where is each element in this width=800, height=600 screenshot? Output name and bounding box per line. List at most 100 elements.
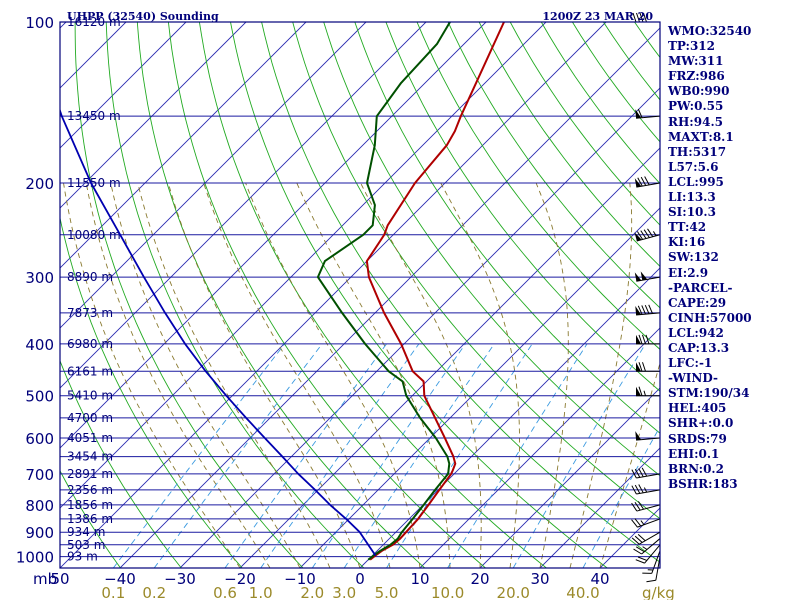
index-row: HEL:405	[668, 401, 727, 416]
wind-barb-feather	[634, 535, 643, 543]
index-row: MW:311	[668, 54, 724, 69]
height-label: 7873 m	[67, 306, 113, 320]
wind-barb	[631, 518, 661, 528]
dry-adiabat-line	[323, 22, 660, 477]
dry-adiabat-line	[60, 359, 182, 568]
wind-barb-feather	[634, 468, 641, 478]
height-label: 4700 m	[67, 411, 113, 425]
isotherm-line	[0, 22, 6, 568]
index-row: EHI:0.1	[668, 446, 720, 461]
isotherm-line	[60, 22, 427, 389]
wind-barb	[634, 228, 661, 242]
index-row: -PARCEL-	[668, 280, 733, 295]
index-row: L57:5.6	[668, 159, 719, 174]
wind-barb-feather	[642, 362, 646, 372]
index-row: PW:0.55	[668, 99, 724, 114]
wind-barb-feather	[644, 304, 650, 315]
index-row: EI:2.9	[668, 265, 709, 280]
height-label: 934 m	[67, 525, 105, 539]
index-row: LCL:995	[668, 174, 724, 189]
wind-barb-flag	[634, 178, 642, 188]
wind-barb-staff	[636, 504, 661, 512]
wind-barb-feather	[634, 501, 641, 511]
temperature-tick-label: 10	[410, 570, 429, 588]
wind-barb-feather	[637, 177, 643, 187]
wind-barb-flag	[634, 232, 642, 241]
isotherm-line	[60, 22, 487, 449]
wind-barb-feather	[645, 334, 650, 345]
isotherm-line	[359, 267, 660, 568]
temperature-tick-label: −30	[164, 570, 196, 588]
wind-barb-feather	[633, 548, 642, 555]
mixing-ratio-label: 1.0	[249, 584, 273, 600]
wind-barb-feather	[631, 519, 638, 528]
wind-barb-flag	[640, 271, 648, 281]
isotherm-line	[299, 207, 660, 568]
index-row: BRN:0.2	[668, 461, 724, 476]
wind-barb-feather	[641, 305, 647, 315]
wind-barb-feather	[631, 469, 637, 479]
dry-adiabat-line	[60, 469, 121, 568]
isotherm-line	[539, 447, 660, 568]
wind-barb	[636, 362, 660, 372]
wind-barb-staff	[644, 544, 661, 564]
temperature-tick-label: −10	[284, 570, 316, 588]
wind-barb-feather	[644, 176, 650, 186]
wind-barb-feather	[637, 501, 644, 510]
dry-adiabat-line	[354, 22, 660, 434]
mixing-ratio-unit-label: g/kg	[642, 584, 675, 600]
wind-barb-half-feather	[642, 546, 648, 550]
wind-barb-staff	[636, 489, 661, 495]
wind-barb-staff	[638, 531, 661, 545]
dry-adiabat-line	[105, 22, 365, 568]
index-row: RH:94.5	[668, 114, 723, 129]
sounding-profiles	[60, 22, 505, 561]
dry-adiabat-line	[478, 22, 660, 268]
index-row: MAXT:8.1	[668, 129, 734, 144]
height-label: 6161 m	[67, 364, 113, 378]
wind-barb-feather	[631, 537, 640, 545]
wind-barb-feather	[635, 546, 645, 553]
wind-barb-flag	[635, 109, 642, 119]
pressure-tick-label: 600	[25, 430, 54, 448]
moist-adiabat-line	[360, 182, 482, 568]
pressure-tick-label: 500	[25, 388, 54, 406]
wind-barb-flag	[634, 272, 642, 282]
pressure-unit-label: mb	[33, 570, 57, 588]
wind-barb-feather	[640, 176, 647, 186]
pressure-tick-label: 1000	[16, 549, 54, 567]
height-label: 11550 m	[67, 176, 121, 190]
pressure-tick-label: 100	[25, 14, 54, 32]
wind-barb-feather	[648, 304, 653, 314]
mixing-ratio-label: 0.1	[101, 584, 125, 600]
wind-barb-feather	[646, 579, 656, 583]
indices-panel: WMO:32540 TP:312 MW:311 FRZ:986 WB0:990 PW:0.…	[668, 24, 800, 492]
wind-barb-half-feather	[652, 231, 657, 237]
height-label: 1386 m	[67, 512, 113, 526]
wind-barb-feather	[632, 12, 637, 23]
temperature-tick-label: −40	[104, 570, 136, 588]
wind-barb	[634, 176, 661, 188]
height-label: 2356 m	[67, 483, 113, 497]
index-row: FRZ:986	[668, 69, 725, 84]
wind-barb-staff	[636, 276, 661, 282]
wind-barb-feather	[647, 228, 654, 237]
height-label: 1856 m	[67, 498, 113, 512]
index-row: WMO:32540	[668, 24, 752, 38]
sounding-time: 1200Z 23 MAR 20	[542, 10, 653, 23]
wind-barb	[636, 386, 660, 397]
wind-barb-feather	[638, 362, 643, 372]
height-label: 5410 m	[67, 389, 113, 403]
mixing-ratio-line	[224, 343, 387, 568]
wind-barb-feather	[631, 502, 638, 512]
wind-barb	[642, 550, 661, 574]
dry-adiabat-line	[230, 22, 608, 568]
wind-barb-staff	[636, 115, 661, 119]
wind-barb-flag	[636, 362, 641, 372]
isotherm-line	[179, 87, 660, 568]
mixing-ratio-line	[512, 343, 646, 568]
wind-barb	[635, 544, 661, 564]
wind-barb-half-feather	[643, 390, 646, 396]
wind-barb-feather	[638, 386, 643, 396]
